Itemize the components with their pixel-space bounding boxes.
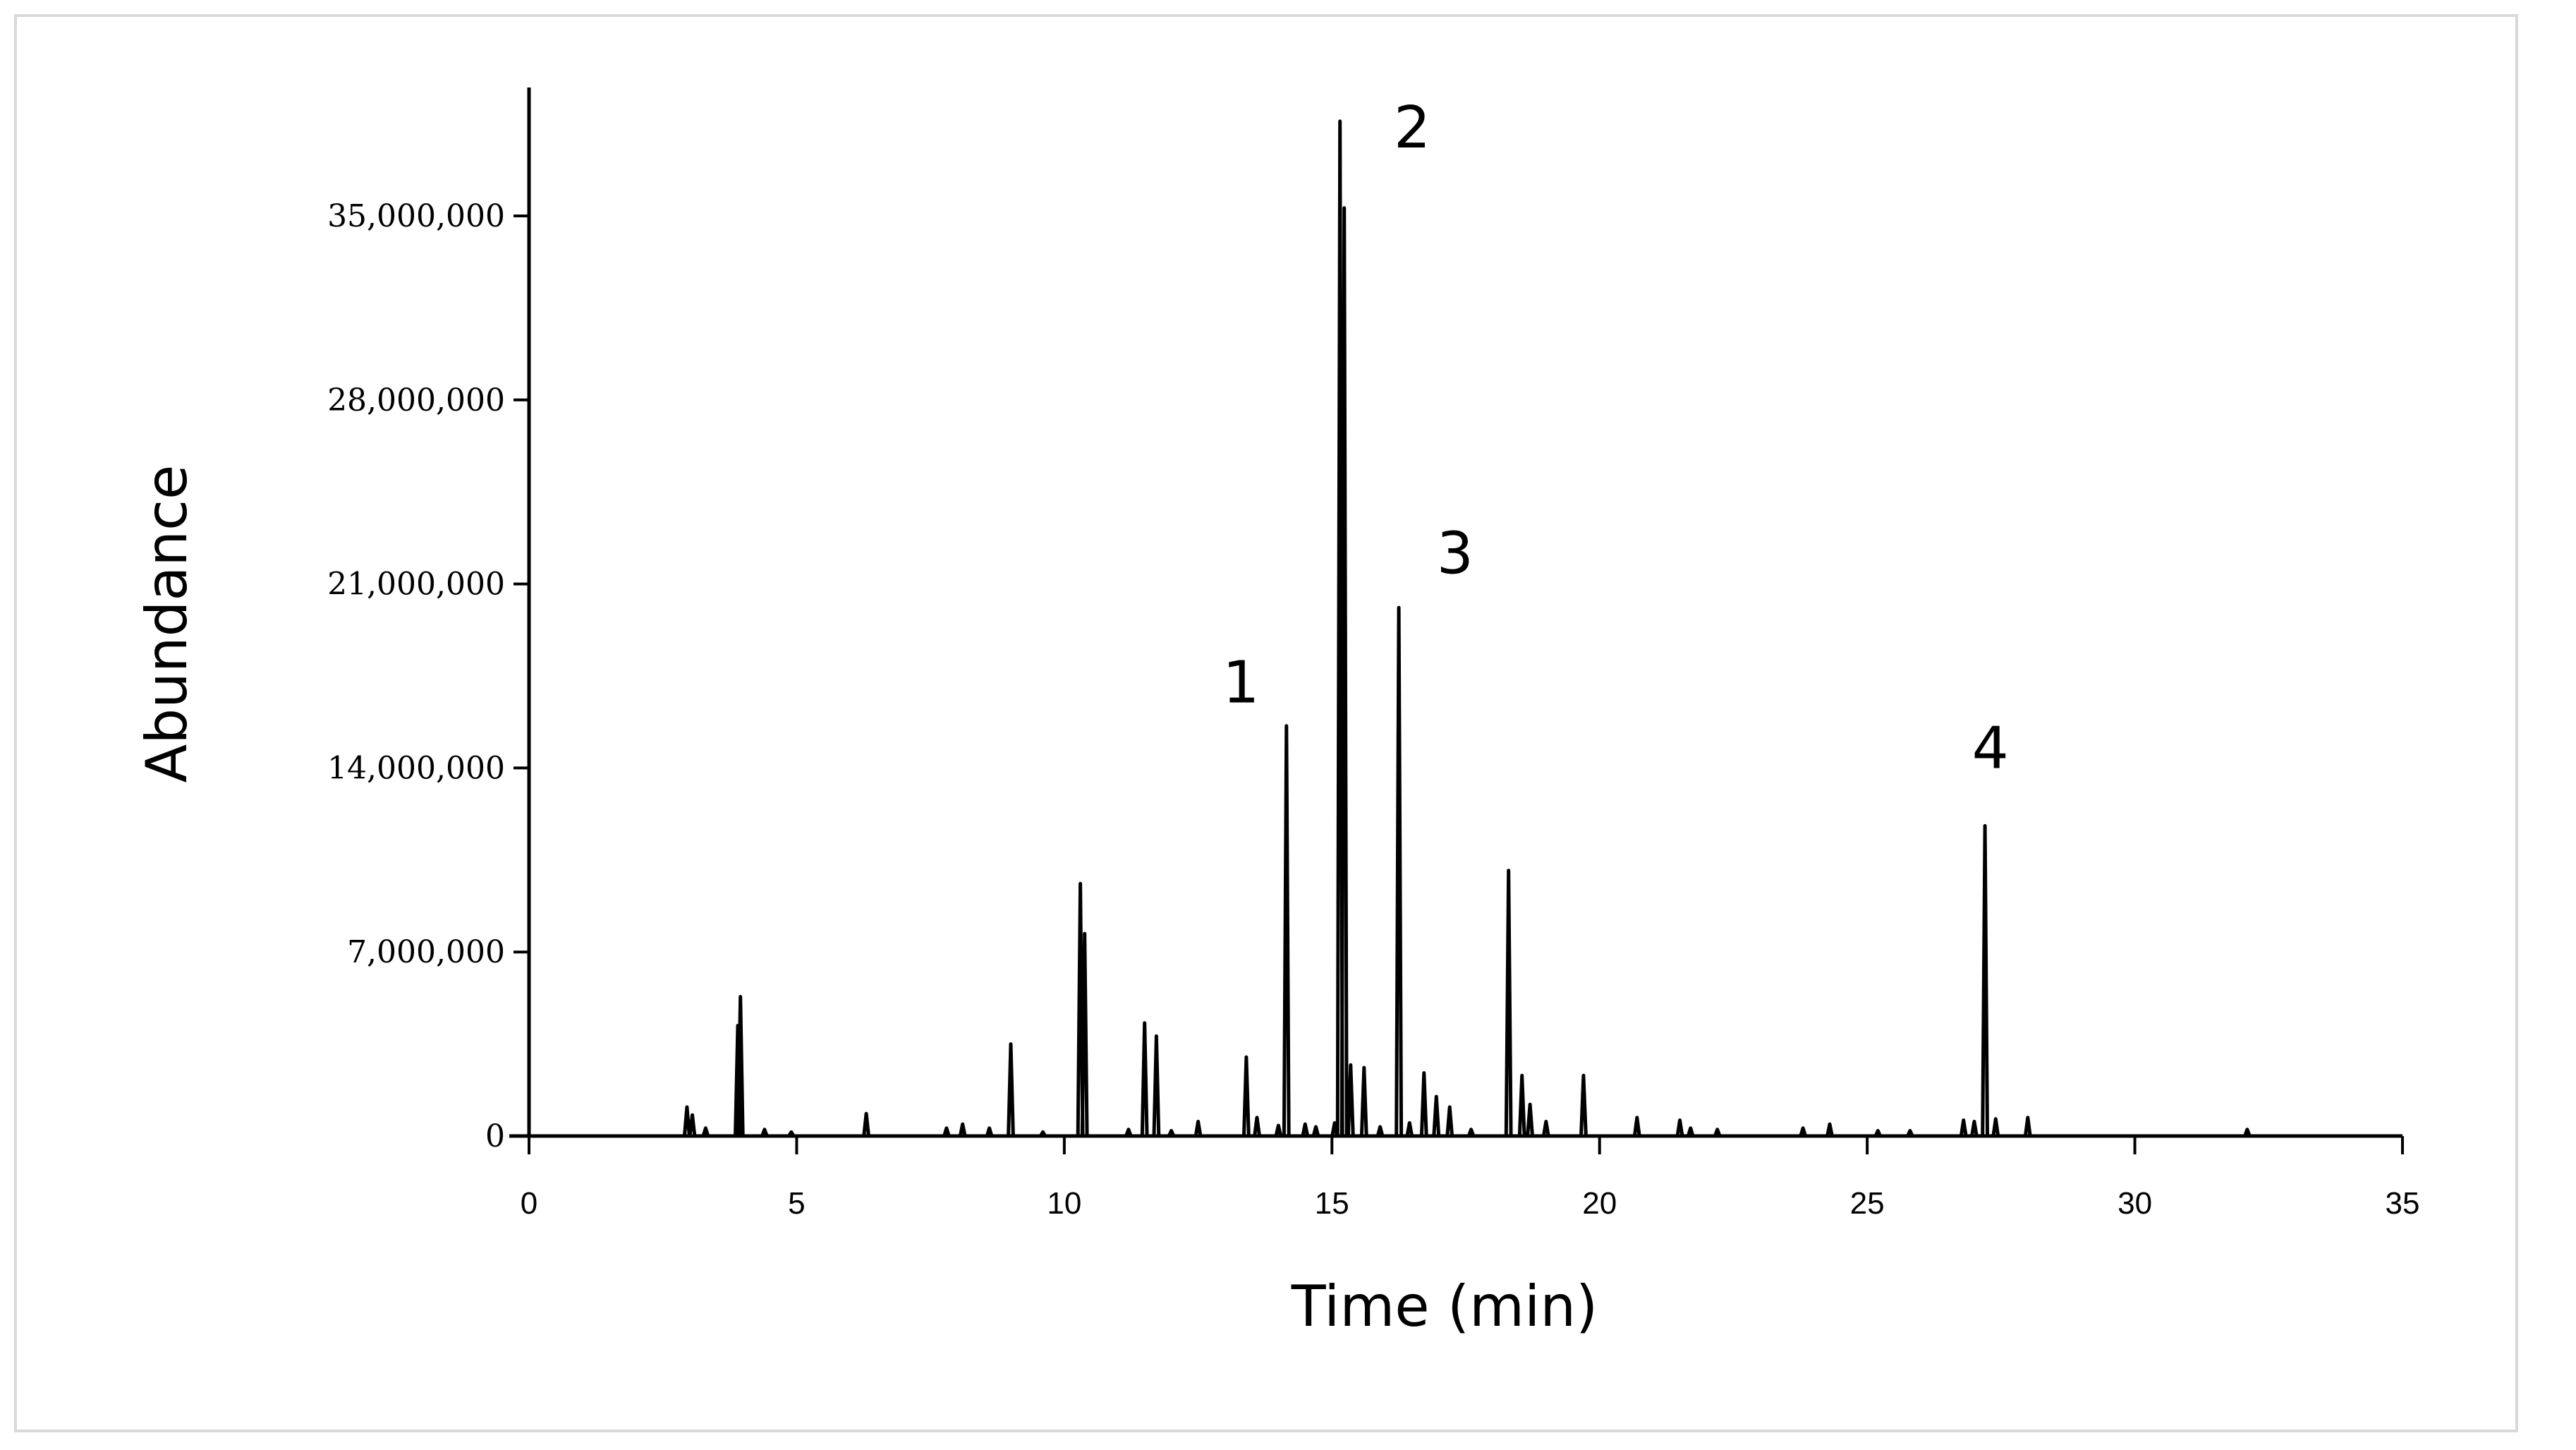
x-tick-label: 10 xyxy=(1047,1186,1081,1221)
x-tick-label: 30 xyxy=(2118,1186,2152,1221)
x-tick-label: 35 xyxy=(2386,1186,2420,1221)
x-axis-title: Time (min) xyxy=(1291,1274,1598,1339)
peak-label-4: 4 xyxy=(1972,715,2009,782)
x-axis-ticks: 0 5 10 15 20 25 30 35 xyxy=(521,1136,2420,1221)
x-tick-label: 0 xyxy=(521,1186,537,1221)
x-tick-label: 20 xyxy=(1582,1186,1617,1221)
y-tick-label: 28,000,000 xyxy=(327,382,505,418)
x-tick-label: 15 xyxy=(1315,1186,1349,1221)
y-axis-ticks: 0 7,000,000 14,000,000 21,000,000 28,000,000… xyxy=(327,198,529,1154)
y-tick-label: 35,000,000 xyxy=(327,198,505,234)
peak-label-2: 2 xyxy=(1394,95,1430,162)
chromatogram-trace xyxy=(668,119,2323,1138)
x-tick-label: 5 xyxy=(788,1186,805,1221)
y-axis-title: Abundance xyxy=(134,465,200,783)
y-tick-label: 0 xyxy=(485,1118,505,1154)
peak-annotations: 1 2 3 4 xyxy=(1222,95,2009,782)
y-tick-label: 7,000,000 xyxy=(347,934,505,970)
peak-label-1: 1 xyxy=(1222,649,1259,716)
chart-frame: 0 7,000,000 14,000,000 21,000,000 28,000,000… xyxy=(14,14,2518,1432)
chromatogram-chart: 0 7,000,000 14,000,000 21,000,000 28,000,000… xyxy=(134,87,2420,1339)
y-tick-label: 21,000,000 xyxy=(327,567,505,603)
axes xyxy=(509,87,2402,1138)
x-tick-label: 25 xyxy=(1850,1186,1885,1221)
peak-label-3: 3 xyxy=(1437,521,1474,588)
y-tick-label: 14,000,000 xyxy=(327,750,505,786)
